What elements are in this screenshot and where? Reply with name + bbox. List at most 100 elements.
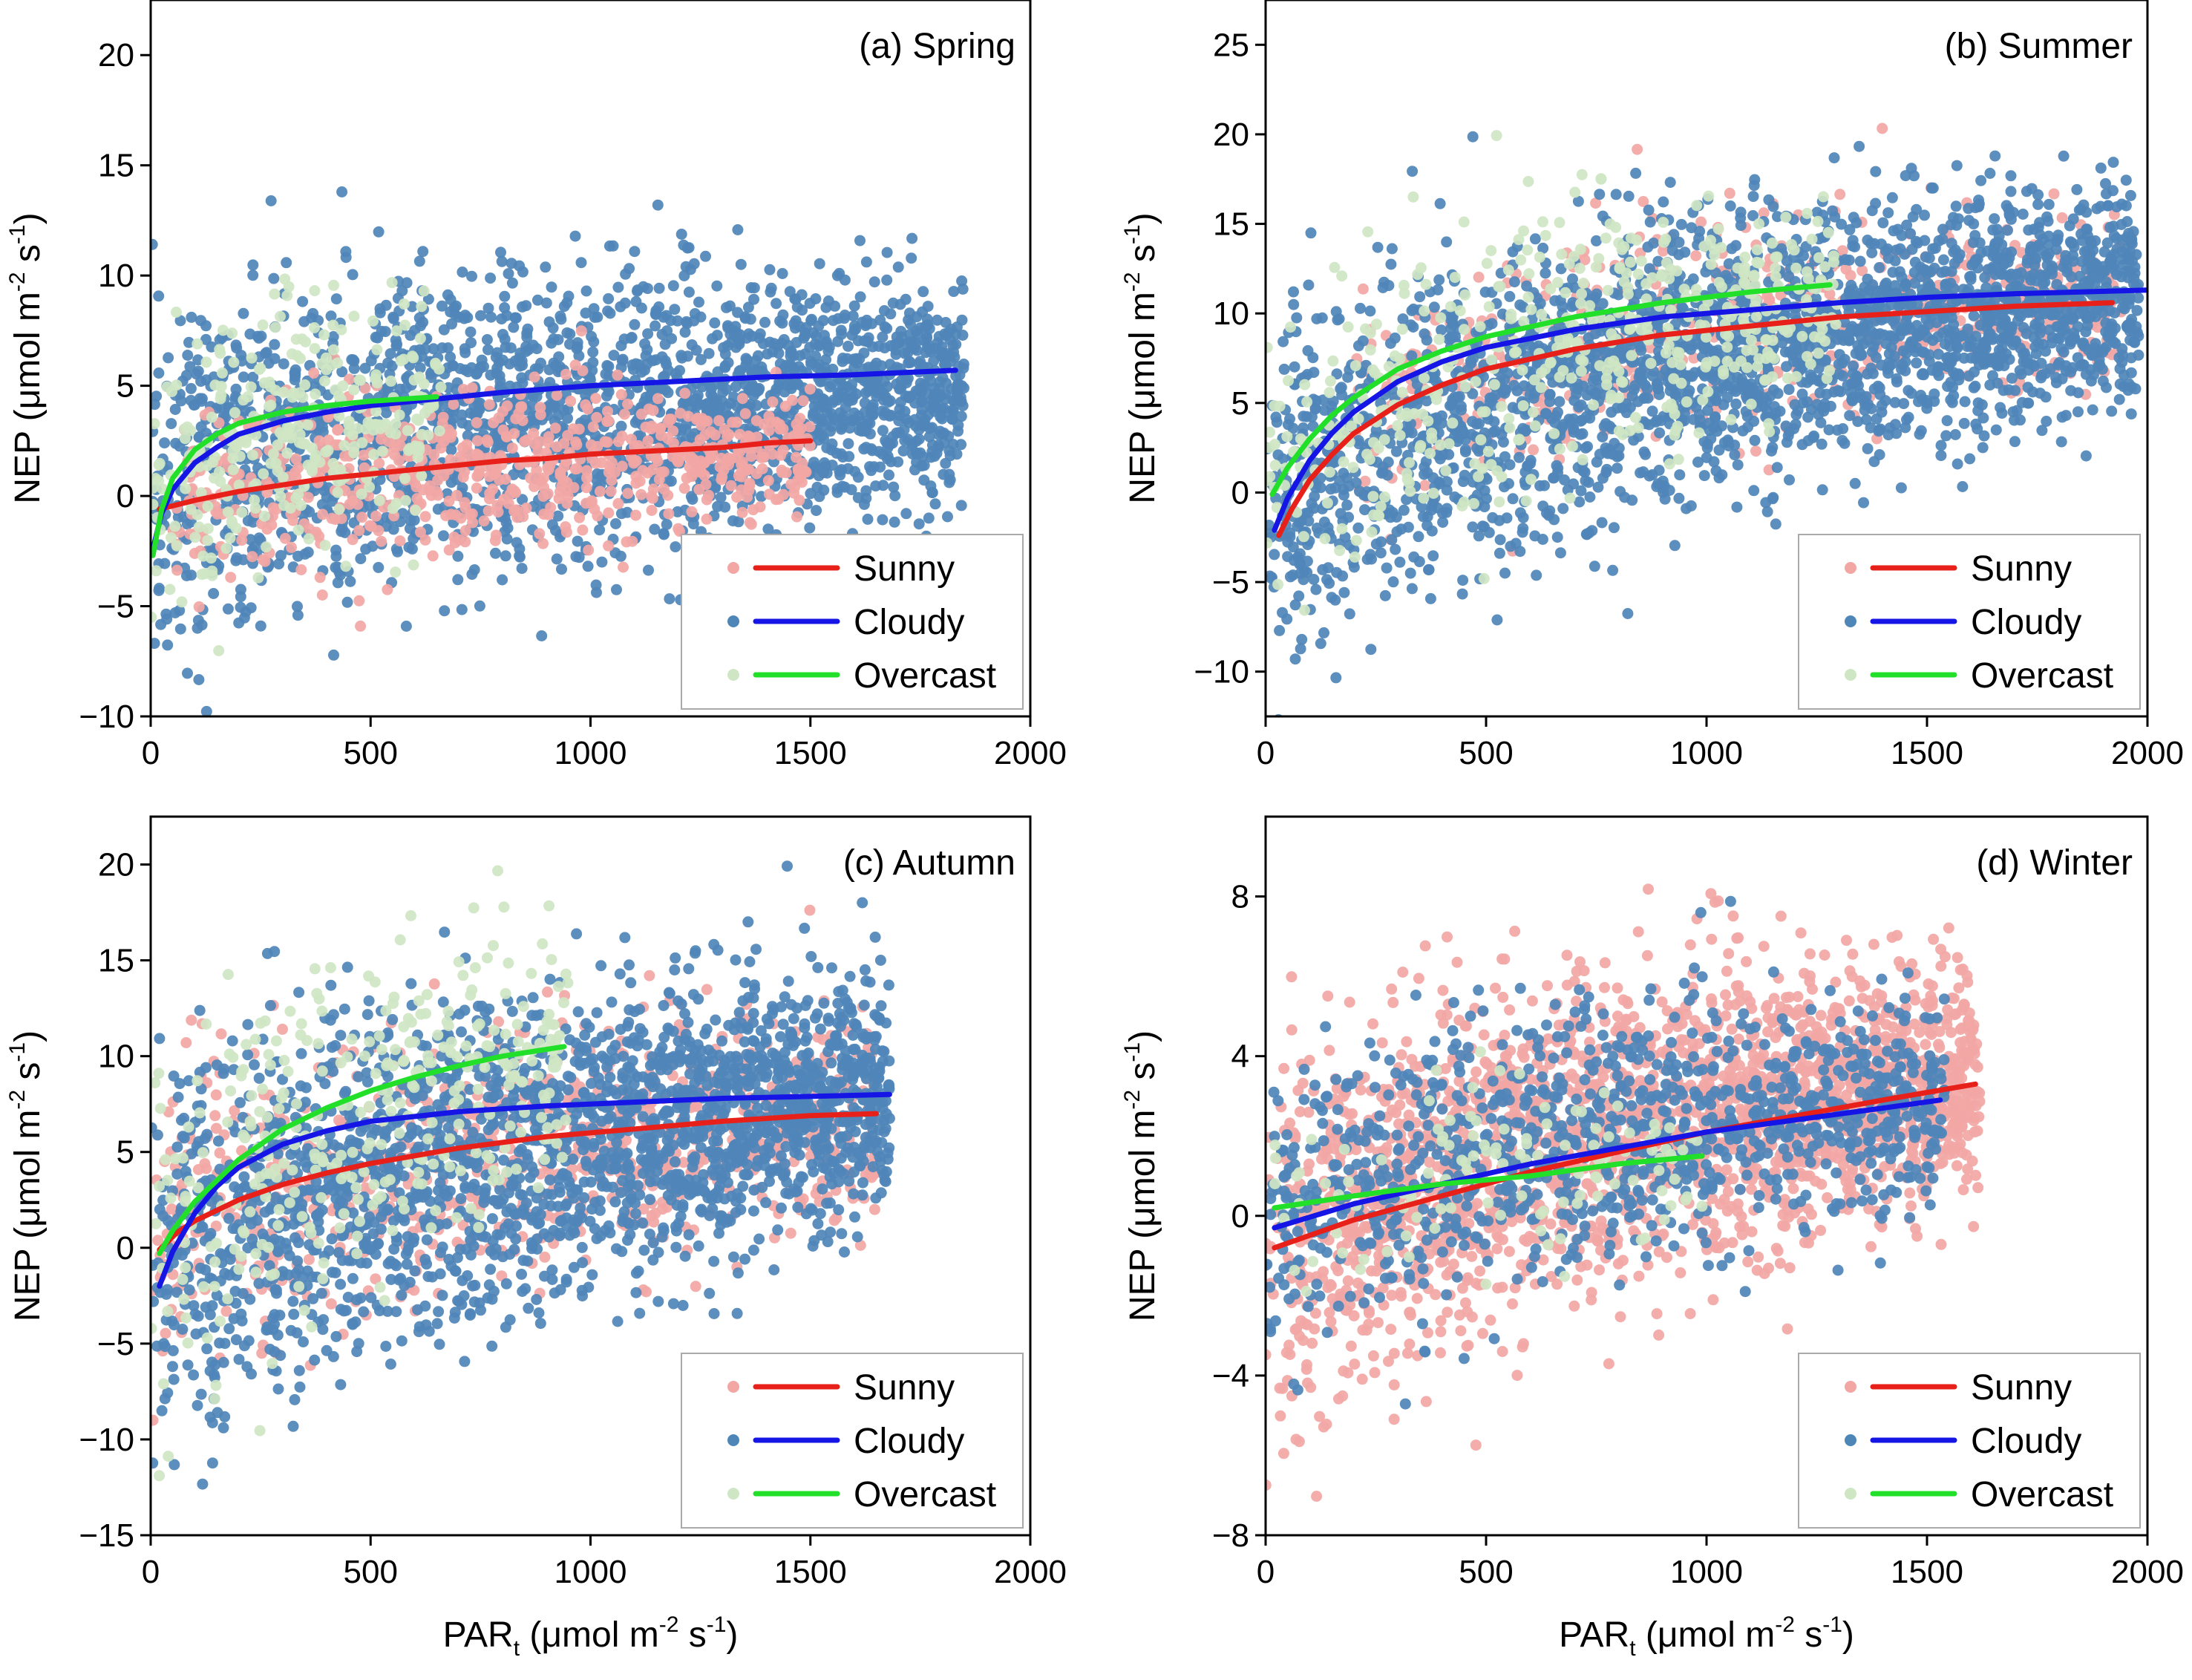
scatter-overcast <box>151 273 447 656</box>
point-overcast <box>395 355 407 367</box>
point-cloudy <box>238 307 249 319</box>
point-cloudy <box>1597 298 1609 310</box>
point-overcast <box>169 520 181 532</box>
point-cloudy <box>839 481 851 493</box>
point-sunny <box>534 402 546 414</box>
point-overcast <box>410 504 422 516</box>
point-cloudy <box>603 292 615 304</box>
point-cloudy <box>432 503 444 515</box>
point-overcast <box>413 371 425 383</box>
point-cloudy <box>1888 225 1900 237</box>
point-cloudy <box>922 301 934 313</box>
point-cloudy <box>503 268 514 280</box>
point-cloudy <box>341 596 353 608</box>
point-cloudy <box>653 282 665 294</box>
legend-label-sunny: Sunny <box>854 549 955 589</box>
x-tick-label: 500 <box>344 735 398 771</box>
point-cloudy <box>601 390 612 402</box>
point-sunny <box>679 388 691 399</box>
point-cloudy <box>854 353 866 365</box>
point-cloudy <box>675 229 687 240</box>
point-cloudy <box>1335 382 1347 393</box>
point-cloudy <box>509 312 521 324</box>
point-overcast <box>275 491 287 503</box>
point-cloudy <box>162 639 174 651</box>
point-sunny <box>554 467 566 479</box>
point-cloudy <box>1521 280 1533 292</box>
point-cloudy <box>788 363 799 375</box>
point-overcast <box>434 425 445 437</box>
point-cloudy <box>1428 301 1440 313</box>
point-cloudy <box>843 340 854 352</box>
point-overcast <box>370 419 382 431</box>
point-overcast <box>154 457 166 469</box>
point-overcast <box>413 414 425 426</box>
point-sunny <box>459 466 471 478</box>
point-cloudy <box>735 258 747 270</box>
point-cloudy <box>900 390 912 402</box>
point-sunny <box>525 472 537 484</box>
point-cloudy <box>732 224 744 235</box>
point-sunny <box>605 486 617 497</box>
point-sunny <box>466 382 478 393</box>
point-cloudy <box>809 339 821 350</box>
point-cloudy <box>750 399 762 411</box>
point-cloudy <box>900 293 912 305</box>
point-overcast <box>348 310 360 322</box>
point-cloudy <box>889 490 901 502</box>
point-cloudy <box>445 351 457 363</box>
point-cloudy <box>932 314 943 326</box>
point-cloudy <box>355 553 367 565</box>
point-cloudy <box>499 302 511 313</box>
point-cloudy <box>804 522 816 534</box>
point-cloudy <box>1771 462 1783 474</box>
point-cloudy <box>955 411 967 422</box>
point-cloudy <box>1330 672 1342 684</box>
point-cloudy <box>675 350 687 362</box>
point-sunny <box>503 497 514 509</box>
point-cloudy <box>957 283 969 295</box>
point-sunny <box>323 434 335 446</box>
point-cloudy <box>481 334 493 345</box>
point-sunny <box>542 462 554 474</box>
point-sunny <box>427 550 439 562</box>
point-sunny <box>528 428 540 439</box>
point-cloudy <box>379 326 391 338</box>
point-overcast <box>164 584 176 595</box>
point-cloudy <box>692 390 704 402</box>
point-overcast <box>214 466 225 477</box>
point-overcast <box>385 375 397 387</box>
point-sunny <box>574 511 586 523</box>
point-sunny <box>435 442 447 454</box>
point-cloudy <box>955 439 967 451</box>
point-cloudy <box>641 359 653 370</box>
point-sunny <box>646 505 658 516</box>
point-cloudy <box>861 336 873 347</box>
point-sunny <box>612 436 624 448</box>
point-cloudy <box>877 425 889 437</box>
point-sunny <box>560 368 572 380</box>
point-sunny <box>590 393 602 405</box>
point-overcast <box>197 550 209 562</box>
point-overcast <box>249 494 261 506</box>
point-cloudy <box>626 359 638 371</box>
point-cloudy <box>582 560 594 572</box>
point-cloudy <box>716 395 727 407</box>
point-cloudy <box>906 232 918 244</box>
point-sunny <box>777 423 789 435</box>
point-cloudy <box>1497 436 1509 448</box>
point-cloudy <box>255 330 267 342</box>
point-cloudy <box>952 419 964 431</box>
point-cloudy <box>244 534 256 546</box>
point-cloudy <box>704 380 716 392</box>
point-cloudy <box>153 367 165 379</box>
point-sunny <box>580 465 592 477</box>
point-cloudy <box>340 246 352 258</box>
point-overcast <box>390 497 402 509</box>
point-overcast <box>229 407 241 419</box>
point-overcast <box>277 471 289 483</box>
point-cloudy <box>877 394 889 406</box>
point-overcast <box>231 440 243 452</box>
point-sunny <box>586 495 598 507</box>
point-cloudy <box>640 350 652 362</box>
